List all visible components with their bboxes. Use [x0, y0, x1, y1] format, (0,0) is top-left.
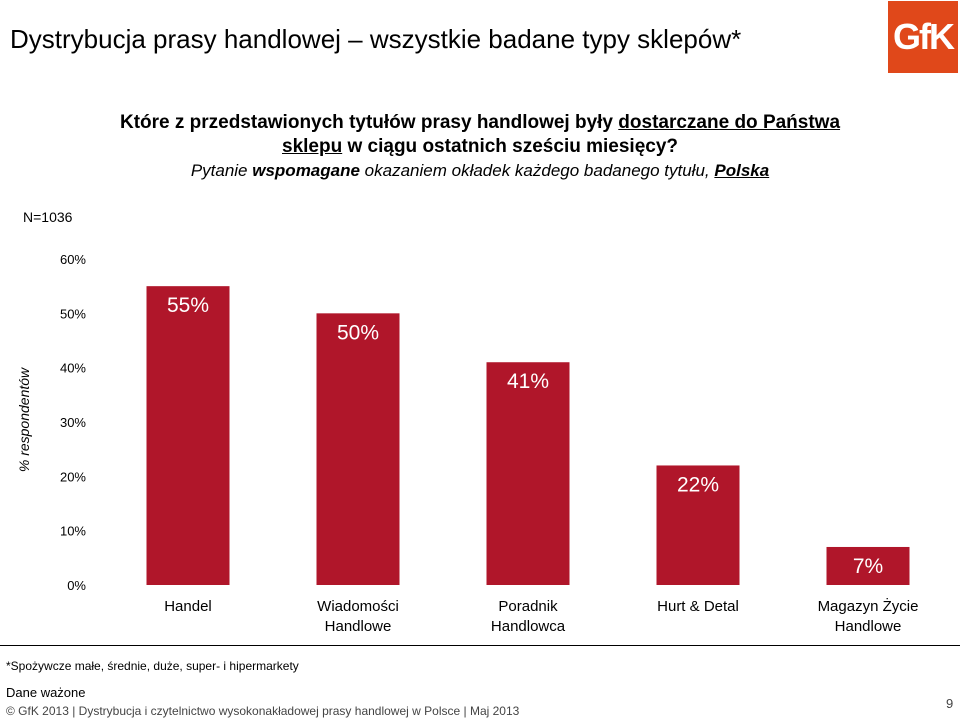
category-label: Handel [164, 598, 212, 615]
category-label: Poradnik [498, 598, 558, 615]
bar [826, 546, 910, 585]
bar-value-label: 55% [167, 294, 209, 317]
footer: © GfK 2013 | Dystrybucja i czytelnictwo … [6, 704, 520, 718]
bar-value-label: 7% [853, 555, 883, 578]
bar [656, 465, 740, 585]
category-label: Wiadomości [317, 598, 399, 615]
category-label: Magazyn Życie [818, 597, 919, 615]
y-tick-label: 20% [60, 469, 86, 484]
question-line3-d: Polska [714, 161, 770, 180]
bar-chart: 0% 10% 20% 30% 40% 50% 60% 55% Handel 50% Wiadomoś… [60, 252, 919, 635]
category-label: Hurt & Detal [657, 598, 739, 615]
category-label: Handlowca [491, 618, 566, 635]
y-tick-label: 60% [60, 252, 86, 267]
question-line2-b: w ciągu ostatnich sześciu miesięcy? [342, 136, 678, 157]
y-tick-label: 0% [67, 578, 86, 593]
category-label: Handlowe [835, 618, 902, 635]
question-line1-a: Które z przedstawionych tytułów prasy ha… [119, 112, 619, 133]
y-tick-label: 50% [60, 306, 86, 321]
survey-question: Które z przedstawionych tytułów prasy ha… [0, 111, 960, 183]
bar [146, 286, 230, 585]
question-line3-a: Pytanie [190, 161, 253, 180]
question-line3-c: okazaniem okładek każdego badanego tytuł… [359, 161, 715, 180]
gfk-logo: GfK [888, 1, 958, 73]
bar-value-label: 41% [507, 370, 549, 393]
bar [486, 362, 570, 585]
question-line1-b: dostarczane do Państwa [618, 112, 841, 133]
bar-value-label: 22% [677, 473, 719, 496]
question-line3-b: wspomagane [252, 161, 360, 180]
question-line2-a: sklepu [282, 136, 343, 157]
sample-size: N=1036 [23, 209, 73, 225]
page-number: 9 [946, 696, 954, 711]
slide-title: Dystrybucja prasy handlowej – wszystkie … [10, 24, 742, 54]
bar-value-label: 50% [337, 321, 379, 344]
y-tick-label: 40% [60, 361, 86, 376]
y-tick-label: 30% [60, 415, 86, 430]
y-tick-label: 10% [60, 524, 86, 539]
category-label: Handlowe [325, 618, 392, 635]
footnote: *Spożywcze małe, średnie, duże, super- i… [6, 659, 299, 673]
bar [316, 313, 400, 585]
weighted-data-note: Dane ważone [6, 685, 86, 700]
divider [0, 645, 960, 646]
